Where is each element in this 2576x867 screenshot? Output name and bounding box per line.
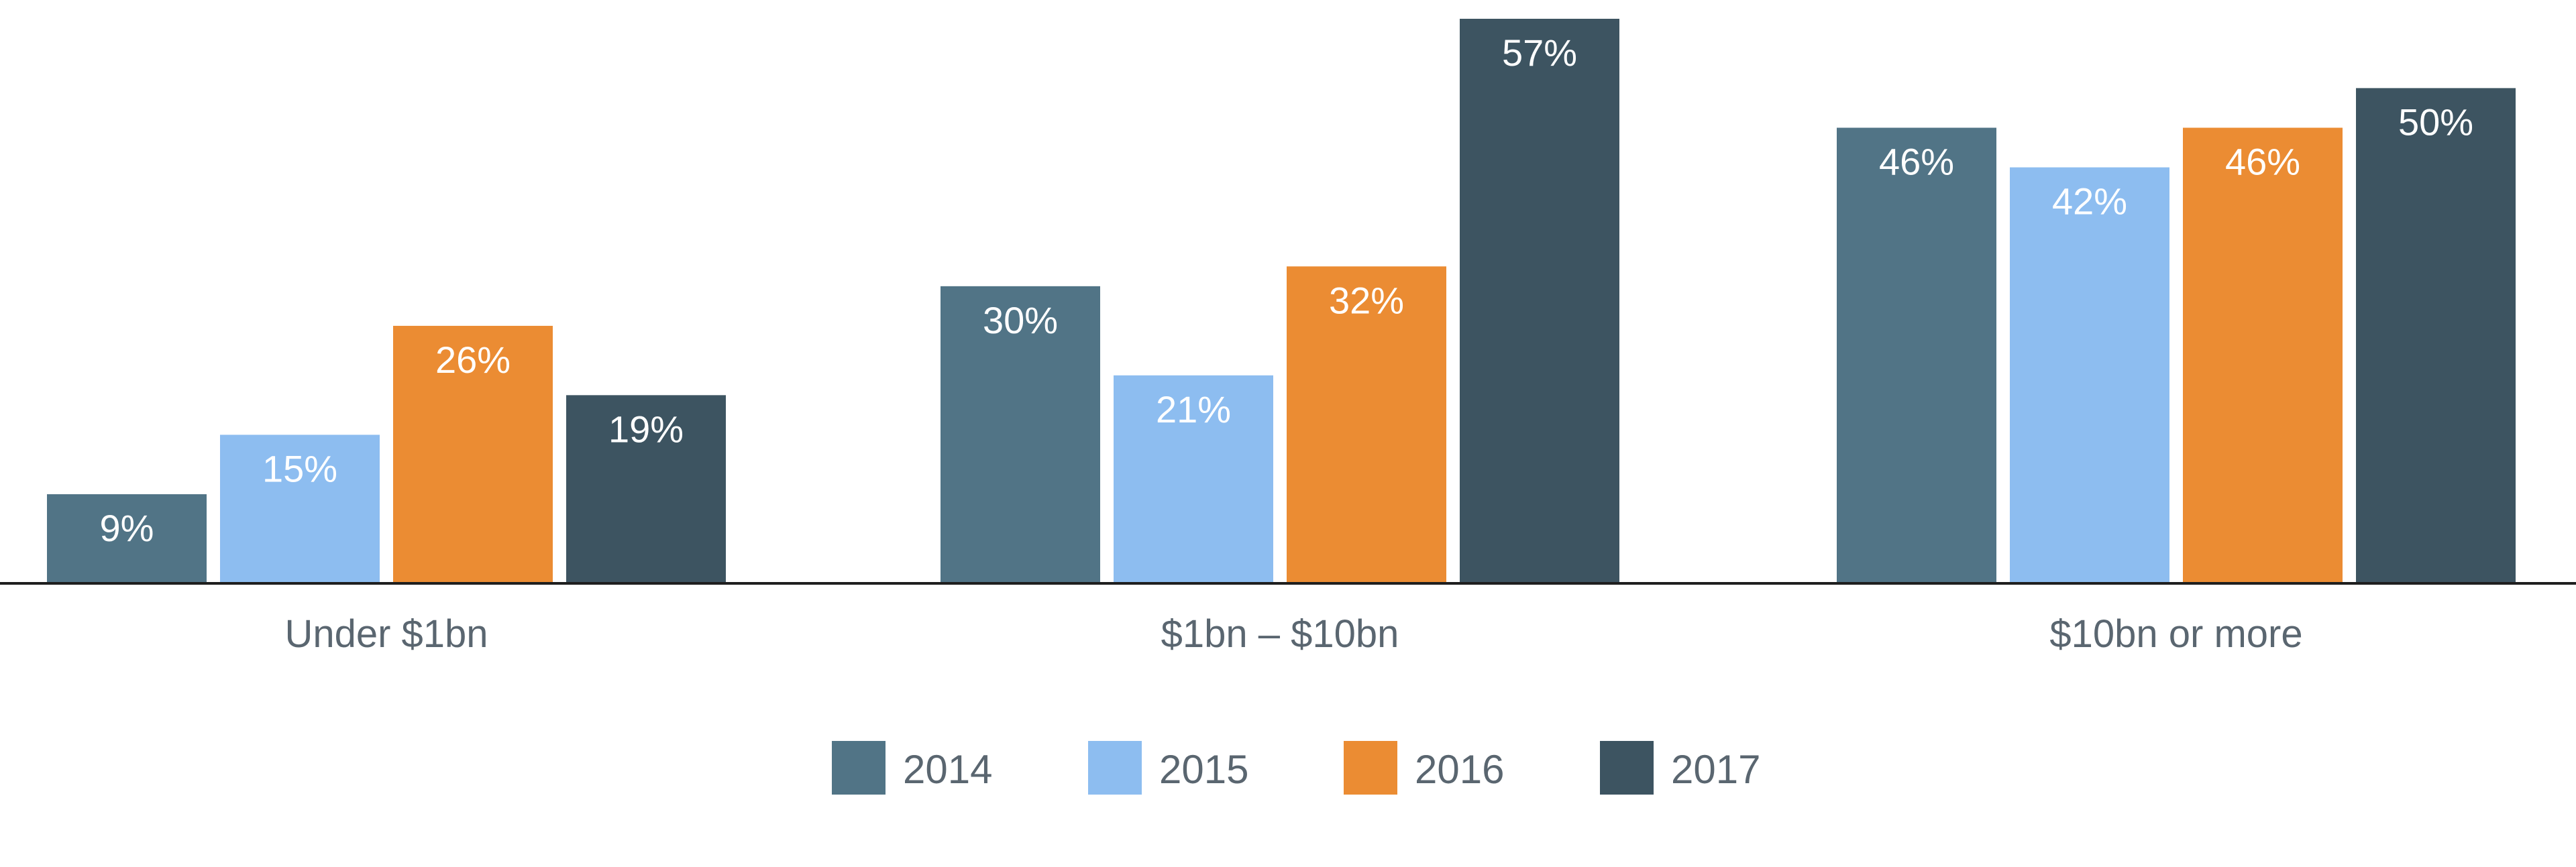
legend-swatch-2017 xyxy=(1600,741,1654,795)
data-label-2015-under-1bn: 15% xyxy=(262,447,337,489)
data-label-2017-10bn-or-more: 50% xyxy=(2398,101,2473,143)
legend-label-2017: 2017 xyxy=(1671,747,1760,792)
data-label-2016-1bn-10bn: 32% xyxy=(1329,279,1404,321)
legend-swatch-2014 xyxy=(832,741,885,795)
data-label-2015-1bn-10bn: 21% xyxy=(1156,388,1231,430)
legend-swatch-2016 xyxy=(1344,741,1397,795)
data-label-2016-10bn-or-more: 46% xyxy=(2225,140,2300,182)
bar-2017-under-1bn xyxy=(566,395,726,583)
data-label-2014-1bn-10bn: 30% xyxy=(983,299,1058,341)
bar-2014-under-1bn xyxy=(47,494,207,583)
data-label-2017-under-1bn: 19% xyxy=(608,408,684,450)
bars-layer xyxy=(47,19,2516,584)
data-label-2017-1bn-10bn: 57% xyxy=(1502,32,1577,74)
bar-2017-1bn-10bn xyxy=(1460,19,1619,583)
bar-2015-10bn-or-more xyxy=(2010,167,2169,583)
bar-2016-1bn-10bn xyxy=(1287,266,1446,583)
data-label-2014-under-1bn: 9% xyxy=(100,507,154,549)
bar-2014-1bn-10bn xyxy=(941,286,1100,583)
legend-label-2016: 2016 xyxy=(1415,747,1504,792)
bar-2017-10bn-or-more xyxy=(2356,88,2516,583)
legend: 2014 2015 2016 2017 xyxy=(832,741,1760,795)
category-label-10bn-or-more: $10bn or more xyxy=(2049,612,2302,656)
data-label-2016-under-1bn: 26% xyxy=(435,339,511,381)
bar-2015-1bn-10bn xyxy=(1114,375,1273,583)
legend-label-2014: 2014 xyxy=(903,747,992,792)
bar-2016-under-1bn xyxy=(393,325,553,583)
data-label-2015-10bn-or-more: 42% xyxy=(2052,180,2127,223)
data-label-2014-10bn-or-more: 46% xyxy=(1879,140,1954,182)
category-label-under-1bn: Under $1bn xyxy=(284,612,488,656)
bar-2015-under-1bn xyxy=(220,435,380,583)
data-labels-layer: 9% 15% 26% 19% 30% 21% 32% 57% 46% 42% 46% 50% xyxy=(100,32,2474,549)
bar-2016-10bn-or-more xyxy=(2183,127,2343,584)
legend-label-2015: 2015 xyxy=(1159,747,1248,792)
bar-2014-10bn-or-more xyxy=(1837,127,1996,584)
category-labels-layer: Under $1bn $1bn – $10bn $10bn or more xyxy=(284,612,2302,656)
legend-swatch-2015 xyxy=(1088,741,1142,795)
category-label-1bn-10bn: $1bn – $10bn xyxy=(1161,612,1399,656)
